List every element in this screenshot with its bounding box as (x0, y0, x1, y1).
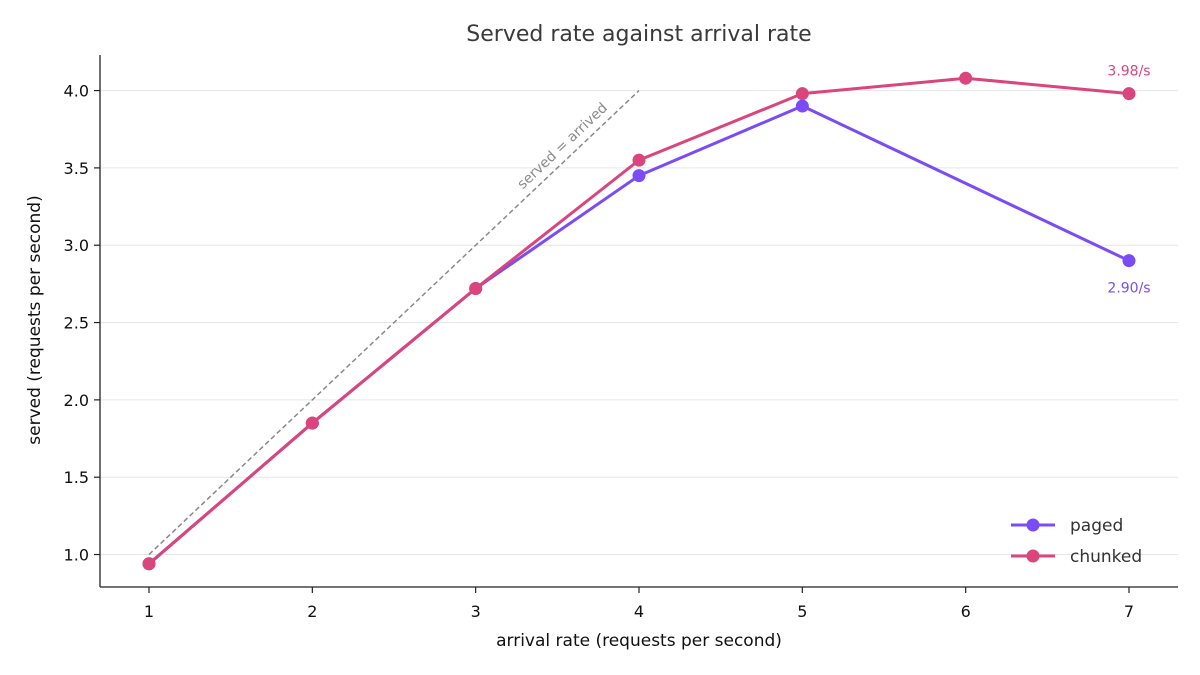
data-point-paged (795, 99, 809, 113)
legend-marker-chunked (1026, 549, 1040, 563)
x-tick-label: 6 (961, 602, 971, 621)
reference-line (148, 90, 640, 556)
x-tick-label: 3 (471, 602, 481, 621)
legend-label-chunked: chunked (1070, 547, 1142, 567)
data-point-chunked (1122, 87, 1136, 101)
series-line-chunked (148, 76, 1130, 565)
x-tick-label: 5 (797, 602, 807, 621)
x-tick-label: 4 (634, 602, 644, 621)
data-point-chunked (469, 282, 483, 296)
y-tick-label: 3.0 (64, 236, 89, 255)
data-point-chunked (305, 416, 319, 430)
series-group: 2.90/s 3.98/s (142, 64, 1151, 571)
y-tick-label: 1.0 (64, 546, 89, 565)
y-tick-label: 1.5 (64, 468, 89, 487)
y-tick-label: 2.5 (64, 314, 89, 333)
grid (100, 90, 1178, 556)
y-axis-label: served (requests per second) (25, 195, 45, 444)
x-axis-label: arrival rate (requests per second) (496, 631, 782, 651)
legend-label-paged: paged (1070, 516, 1123, 536)
legend-marker-paged (1026, 518, 1040, 532)
axes (99, 55, 1178, 588)
y-tick-label: 4.0 (64, 82, 89, 101)
legend: paged chunked (1011, 516, 1142, 567)
chart-title: Served rate against arrival rate (466, 22, 811, 47)
y-tick-label: 3.5 (64, 159, 89, 178)
end-label-paged: 2.90/s (1107, 281, 1150, 297)
x-tick-label: 2 (307, 602, 317, 621)
x-tick-label: 1 (144, 602, 154, 621)
ticks: 1.0 1.5 2.0 2.5 3.0 3.5 4.0 1 2 3 4 5 6 7 (64, 82, 1135, 621)
data-point-paged (1122, 254, 1136, 268)
reference-line-label: served = arrived (515, 100, 611, 192)
data-point-chunked (142, 557, 156, 571)
data-point-chunked (795, 87, 809, 101)
end-label-chunked: 3.98/s (1107, 64, 1150, 80)
data-point-chunked (632, 153, 646, 167)
x-tick-label: 7 (1124, 602, 1134, 621)
data-point-chunked (959, 71, 973, 85)
data-point-paged (632, 169, 646, 183)
y-tick-label: 2.0 (64, 391, 89, 410)
